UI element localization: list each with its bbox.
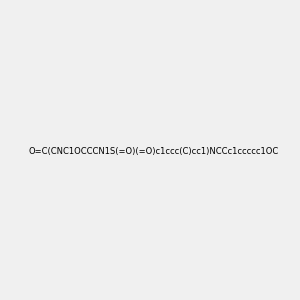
Text: O=C(CNC1OCCCN1S(=O)(=O)c1ccc(C)cc1)NCCc1ccccc1OC: O=C(CNC1OCCCN1S(=O)(=O)c1ccc(C)cc1)NCCc1… [28,147,279,156]
